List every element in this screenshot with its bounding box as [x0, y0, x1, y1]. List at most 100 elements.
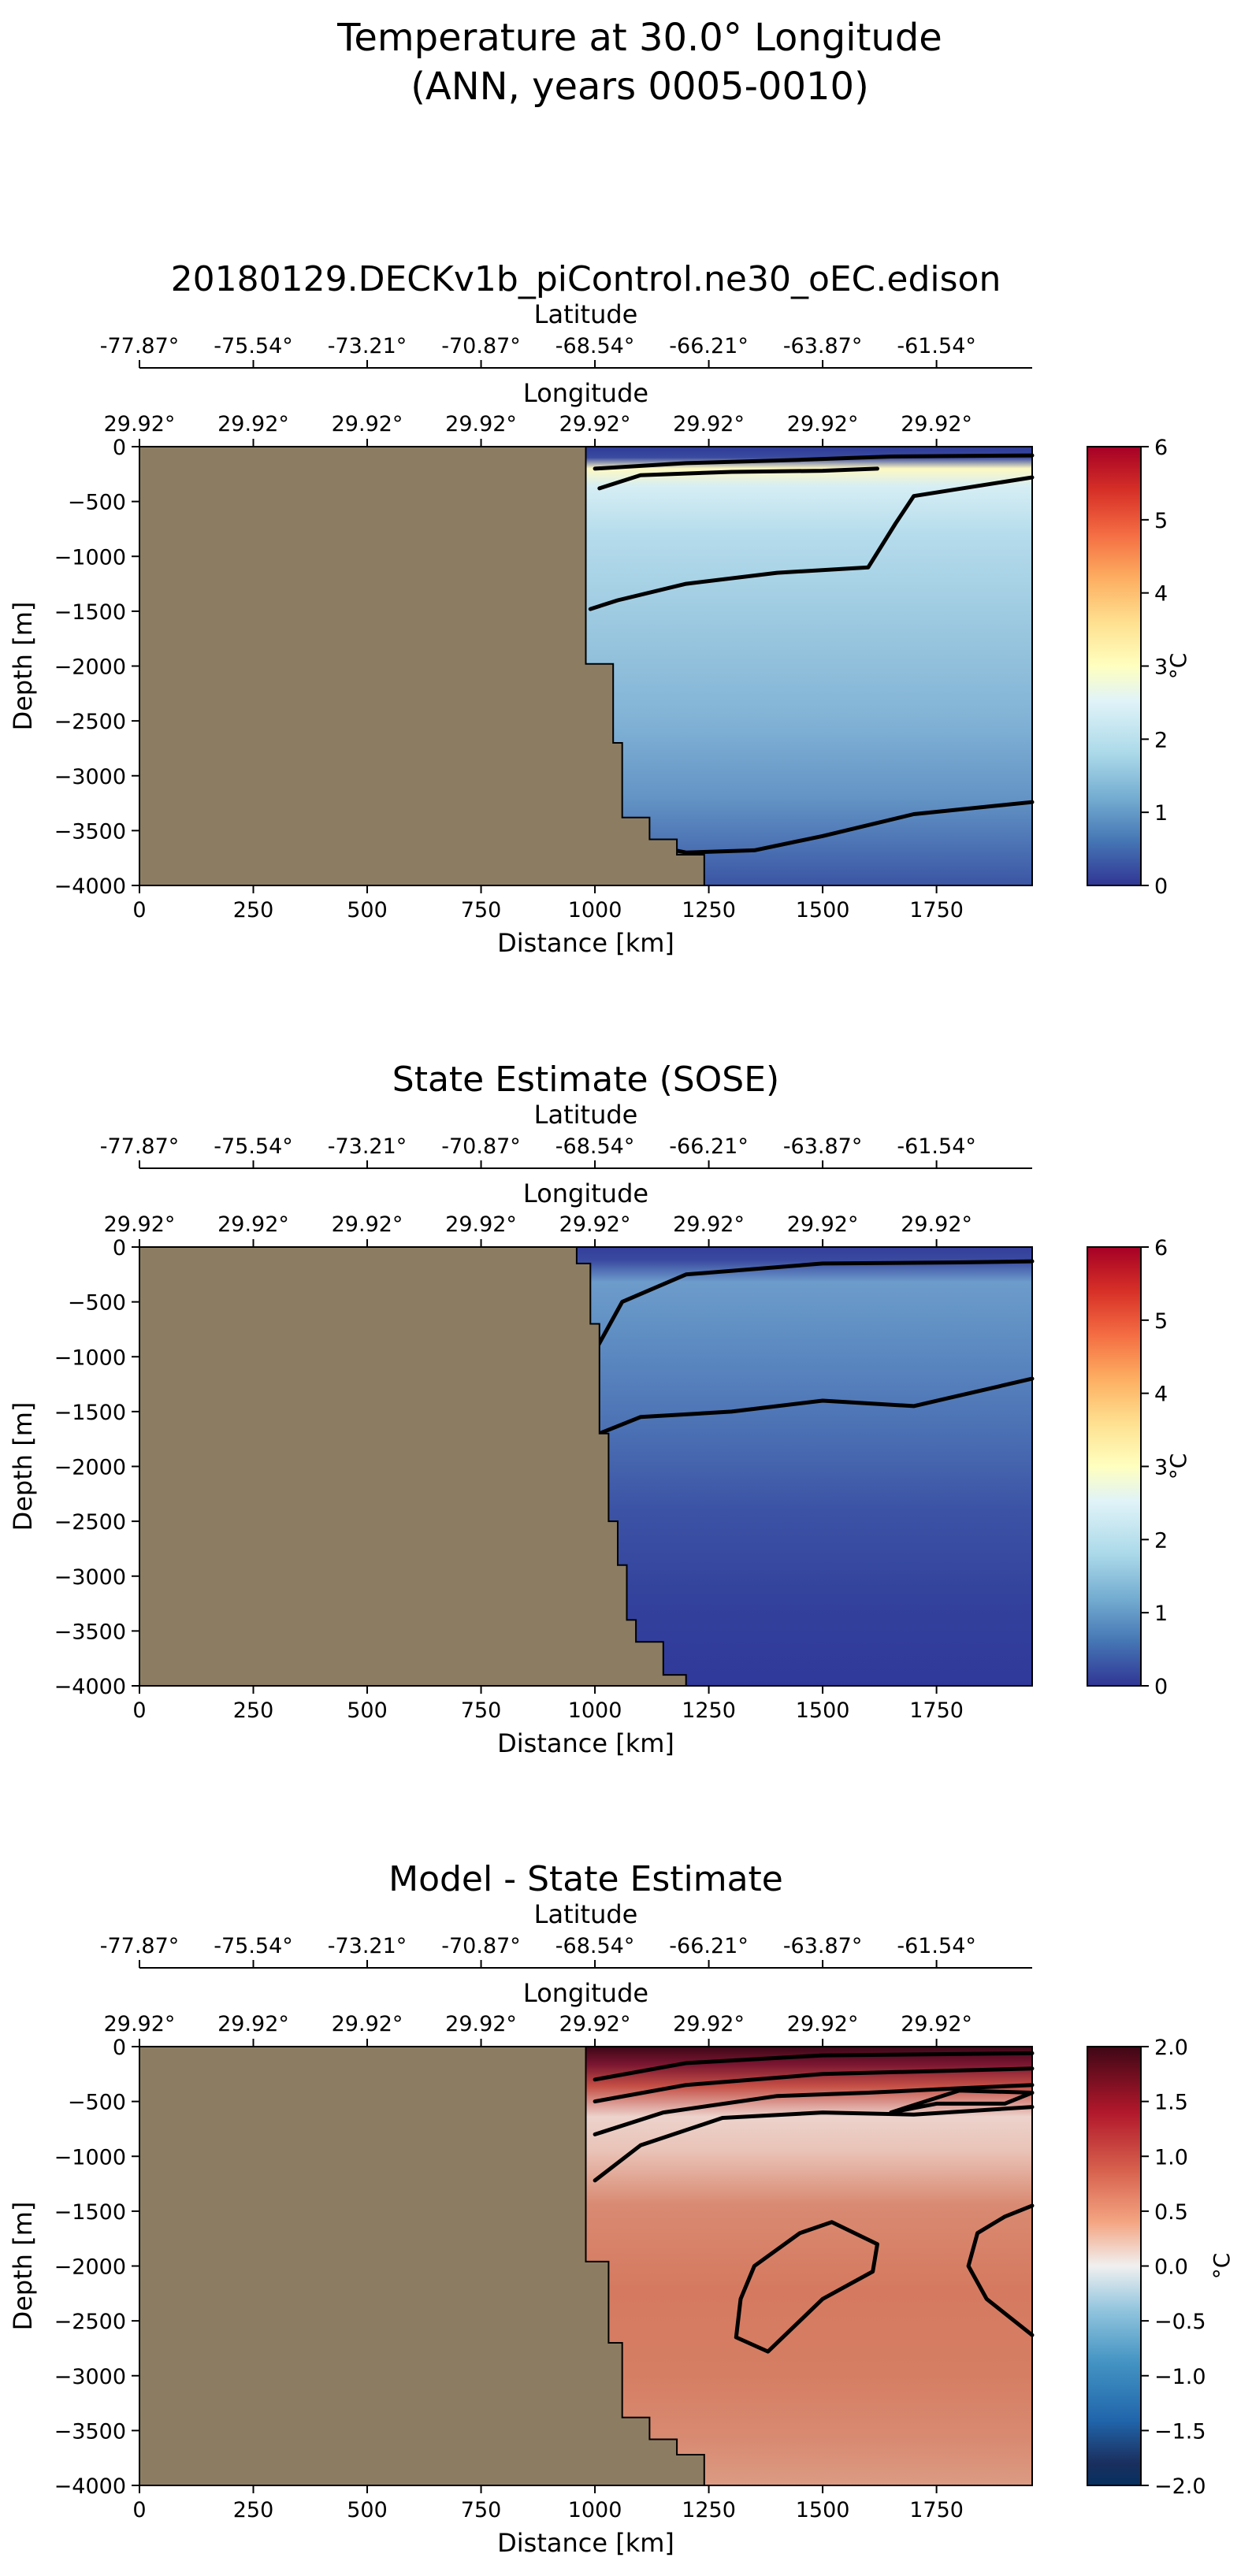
colorbar-tick-label: 2.0: [1154, 2036, 1188, 2060]
lon-tick-label: 29.92°: [901, 412, 972, 436]
y-tick-label: −3500: [54, 2419, 126, 2444]
y-tick-label: −1000: [54, 1346, 126, 1370]
contour-line: [889, 2088, 1035, 2115]
figure-title-line2: (ANN, years 0005-0010): [411, 65, 869, 109]
lat-tick-label: -63.87°: [783, 1134, 863, 1159]
lat-tick-label: -66.21°: [669, 334, 749, 358]
lon-tick-label: 29.92°: [332, 412, 403, 436]
longitude-axis-label: Longitude: [523, 378, 648, 408]
y-tick-label: 0: [113, 436, 126, 460]
y-tick-label: −2000: [54, 1456, 126, 1480]
colorbar-tick-label: −1.0: [1154, 2365, 1206, 2389]
y-tick-label: −2500: [54, 1510, 126, 1535]
contour-line: [656, 800, 1035, 855]
latitude-axis-label: Latitude: [534, 1899, 638, 1929]
y-tick-label: −500: [68, 491, 126, 515]
y-tick-label: −1500: [54, 1401, 126, 1425]
colorbar-tick-label: 1.0: [1154, 2145, 1188, 2170]
contour-line: [734, 2220, 879, 2354]
contour-line: [593, 2066, 1035, 2104]
lat-tick-label: -63.87°: [783, 334, 863, 358]
y-tick-label: −1500: [54, 2200, 126, 2225]
colorbar-tick-label: 0: [1154, 1675, 1168, 1699]
colorbar: [1087, 1246, 1142, 1687]
lon-tick-label: 29.92°: [217, 412, 289, 436]
panel-1: 20180129.DECKv1b_piControl.ne30_oEC.edis…: [8, 259, 1191, 958]
x-tick-label: 500: [347, 2498, 388, 2522]
contour-line: [588, 475, 1035, 611]
x-tick-label: 0: [132, 2498, 146, 2522]
lon-tick-label: 29.92°: [673, 2012, 745, 2036]
y-tick-label: −2500: [54, 2310, 126, 2334]
lon-tick-label: 29.92°: [445, 1212, 517, 1237]
lat-tick-label: -68.54°: [555, 1134, 635, 1159]
lon-tick-label: 29.92°: [217, 1212, 289, 1237]
y-axis-label: Depth [m]: [8, 1402, 38, 1531]
y-tick-label: 0: [113, 2036, 126, 2060]
y-tick-label: −2000: [54, 655, 126, 680]
lat-tick-label: -75.54°: [214, 334, 293, 358]
lon-tick-label: 29.92°: [445, 412, 517, 436]
y-tick-label: −3000: [54, 765, 126, 789]
contour-line: [597, 466, 879, 491]
y-axis-label: Depth [m]: [8, 602, 38, 731]
panel-2: State Estimate (SOSE)Latitude Longitude 0 -…: [8, 1060, 1191, 1758]
colorbar-tick-label: 0: [1154, 874, 1168, 899]
lon-tick-label: 29.92°: [445, 2012, 517, 2036]
y-tick-label: −3500: [54, 819, 126, 844]
x-axis-label: Distance [km]: [497, 2528, 674, 2558]
x-tick-label: 250: [233, 1698, 274, 1723]
colorbar-tick-label: 4: [1154, 1383, 1168, 1407]
contour-line: [593, 1259, 1035, 1353]
lon-tick-label: 29.92°: [104, 2012, 176, 2036]
panel-title: 20180129.DECKv1b_piControl.ne30_oEC.edis…: [171, 259, 1001, 299]
x-axis-label: Distance [km]: [497, 1728, 674, 1758]
x-tick-label: 250: [233, 898, 274, 922]
colorbar-label: °C: [1209, 2253, 1235, 2280]
lat-tick-label: -77.87°: [100, 1934, 180, 1958]
colorbar-tick-label: 1.5: [1154, 2091, 1188, 2115]
lat-tick-label: -77.87°: [100, 334, 180, 358]
lon-tick-label: 29.92°: [559, 1212, 631, 1237]
colorbar-tick-label: −2.0: [1154, 2474, 1206, 2499]
y-tick-label: −500: [68, 2091, 126, 2115]
x-axis-label: Distance [km]: [497, 928, 674, 958]
x-tick-label: 750: [461, 2498, 502, 2522]
colorbar-tick-label: 3: [1154, 1456, 1168, 1480]
lat-tick-label: -63.87°: [783, 1934, 863, 1958]
lon-tick-label: 29.92°: [332, 2012, 403, 2036]
lon-tick-label: 29.92°: [901, 2012, 972, 2036]
contour-line: [593, 2105, 1035, 2183]
y-tick-label: −2500: [54, 710, 126, 734]
land-mask: [139, 446, 705, 886]
lat-tick-label: -68.54°: [555, 334, 635, 358]
x-tick-label: 0: [132, 1698, 146, 1723]
latitude-axis-label: Latitude: [534, 1100, 638, 1130]
lon-tick-label: 29.92°: [559, 412, 631, 436]
colorbar-tick-label: 6: [1154, 436, 1168, 460]
lat-tick-label: -73.21°: [328, 1934, 407, 1958]
y-axis-label: Depth [m]: [8, 2202, 38, 2331]
lat-tick-label: -70.87°: [441, 334, 521, 358]
lon-tick-label: 29.92°: [104, 412, 176, 436]
lon-tick-label: 29.92°: [217, 2012, 289, 2036]
y-tick-label: −3000: [54, 1565, 126, 1590]
lat-tick-label: -75.54°: [214, 1934, 293, 1958]
x-tick-label: 750: [461, 1698, 502, 1723]
lon-tick-label: 29.92°: [787, 1212, 859, 1237]
colorbar-tick-label: 1: [1154, 801, 1168, 826]
x-tick-label: 250: [233, 2498, 274, 2522]
lon-tick-label: 29.92°: [787, 2012, 859, 2036]
latitude-axis-label: Latitude: [534, 299, 638, 329]
colorbar-tick-label: 0.5: [1154, 2200, 1188, 2225]
x-tick-label: 750: [461, 898, 502, 922]
longitude-axis-label: Longitude: [523, 1179, 648, 1208]
panel-title: Model - State Estimate: [388, 1859, 783, 1899]
colorbar-tick-label: 2: [1154, 1528, 1168, 1553]
lat-tick-label: -70.87°: [441, 1134, 521, 1159]
colorbar-tick-label: 4: [1154, 582, 1168, 607]
x-tick-label: 500: [347, 898, 388, 922]
colorbar: [1087, 2046, 1142, 2486]
lon-tick-label: 29.92°: [559, 2012, 631, 2036]
y-tick-label: −1500: [54, 600, 126, 625]
